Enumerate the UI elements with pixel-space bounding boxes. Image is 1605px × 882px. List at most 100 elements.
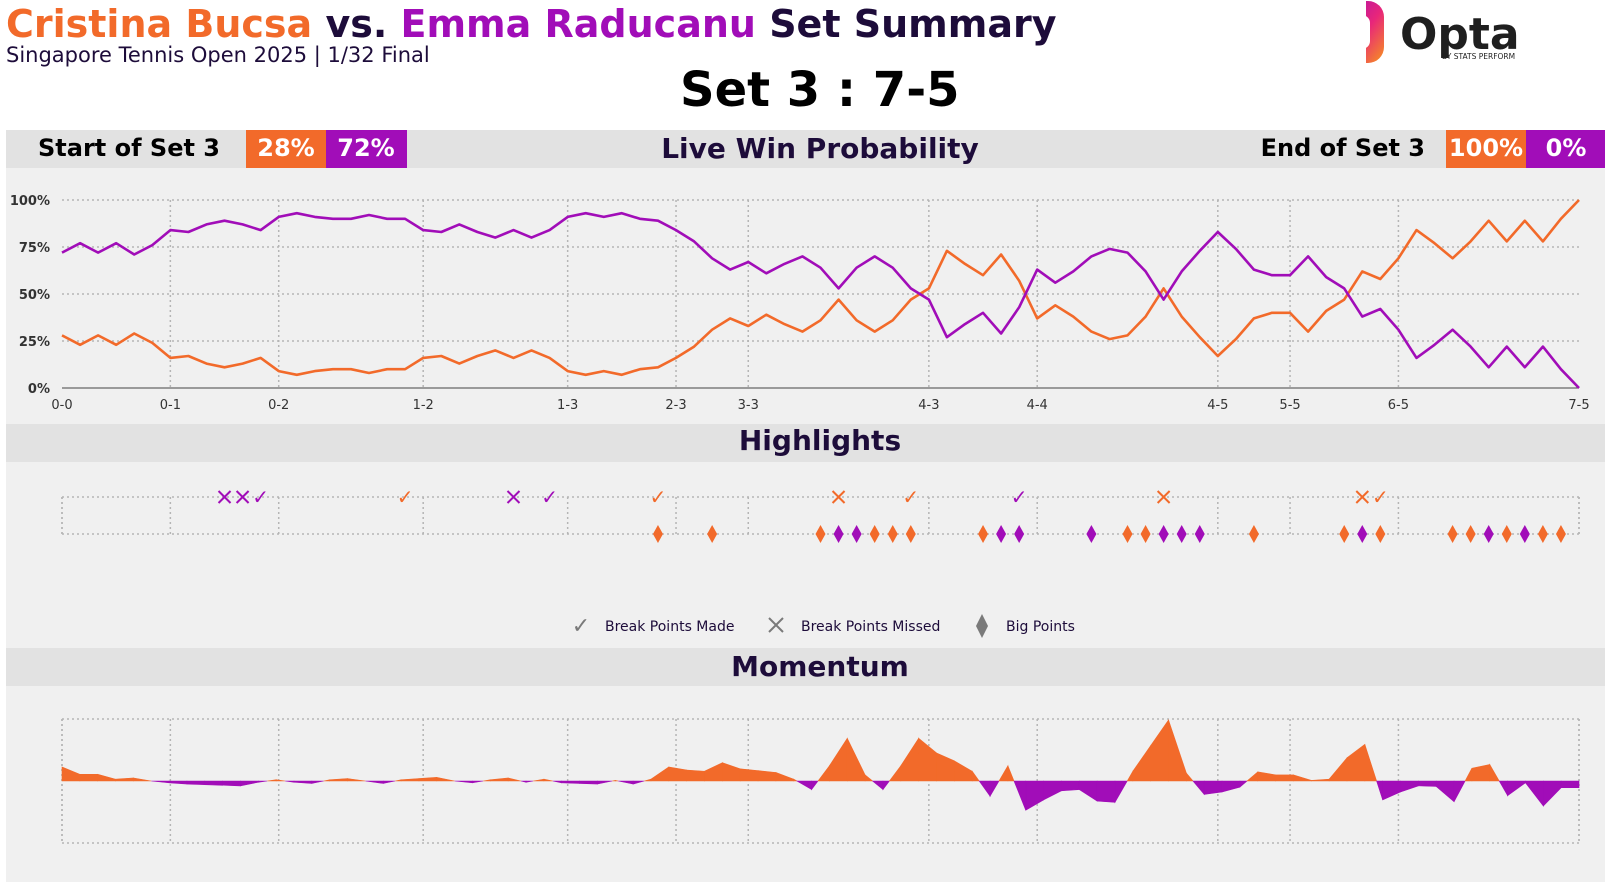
wp-xtick-label: 2-3 bbox=[665, 398, 686, 413]
wp-xtick-label: 7-5 bbox=[1568, 398, 1589, 413]
set-score: Set 3 : 7-5 bbox=[680, 62, 960, 118]
end-p1-box bbox=[1446, 130, 1526, 168]
big-point-mark bbox=[1194, 525, 1205, 543]
momentum-segment bbox=[686, 769, 705, 782]
big-point-mark bbox=[707, 525, 718, 543]
break-point-missed-mark bbox=[506, 490, 521, 504]
break-point-missed-mark bbox=[235, 490, 250, 504]
big-point-mark bbox=[1339, 525, 1350, 543]
momentum-segment bbox=[882, 780, 890, 791]
break-point-made-mark: ✓ bbox=[252, 485, 269, 509]
big-point-mark bbox=[1122, 525, 1133, 543]
momentum-segment bbox=[1453, 780, 1466, 802]
wp-xtick-label: 1-2 bbox=[413, 398, 434, 413]
start-p2-box bbox=[326, 130, 407, 168]
legend-made-label: Break Points Made bbox=[605, 619, 734, 635]
break-point-made-mark: ✓ bbox=[650, 485, 667, 509]
legend-cross-icon bbox=[768, 617, 784, 633]
momentum-segment bbox=[133, 777, 152, 782]
break-point-made-mark: ✓ bbox=[397, 485, 414, 509]
momentum-segment bbox=[1560, 780, 1580, 789]
big-point-mark bbox=[978, 525, 989, 543]
momentum-segment bbox=[561, 780, 580, 784]
highlights-title: Highlights bbox=[739, 424, 901, 457]
momentum-segment bbox=[614, 780, 619, 782]
momentum-segment bbox=[382, 780, 396, 784]
momentum-segment bbox=[597, 780, 613, 785]
momentum-segment bbox=[1096, 780, 1116, 803]
momentum-segment bbox=[1186, 772, 1194, 782]
wp-xtick-label: 4-4 bbox=[1027, 398, 1048, 413]
big-point-mark bbox=[1248, 525, 1259, 543]
big-point-mark bbox=[1537, 525, 1548, 543]
big-point-mark bbox=[1555, 525, 1566, 543]
highlights-header-band bbox=[6, 424, 1605, 462]
opta-logo-mark-icon bbox=[1364, 1, 1384, 63]
momentum-segment bbox=[971, 770, 980, 782]
break-point-made-mark: ✓ bbox=[541, 485, 558, 509]
momentum-segment bbox=[1114, 780, 1128, 804]
wp-xtick-label: 0-1 bbox=[160, 398, 181, 413]
end-p2-box bbox=[1526, 130, 1605, 168]
momentum-segment bbox=[507, 777, 521, 782]
big-point-mark bbox=[1086, 525, 1097, 543]
legend-check-icon: ✓ bbox=[572, 614, 590, 639]
break-point-missed-mark bbox=[1355, 490, 1369, 504]
raducanu-winprob-line bbox=[61, 211, 1580, 389]
highlights-legend: ✓ Break Points Made Break Points Missed … bbox=[572, 614, 1075, 639]
wp-xtick-label: 0-2 bbox=[268, 398, 289, 413]
start-p2-prob: 72% bbox=[337, 134, 394, 162]
momentum-segment bbox=[1418, 780, 1437, 787]
momentum-segment bbox=[525, 780, 534, 783]
momentum-segment bbox=[739, 768, 759, 782]
big-point-mark bbox=[1501, 525, 1512, 543]
momentum-segment bbox=[222, 780, 241, 787]
break-point-missed-mark bbox=[831, 490, 846, 504]
page-title: Cristina Bucsa vs. Emma Raducanu Set Sum… bbox=[6, 0, 1057, 48]
big-point-mark bbox=[1140, 525, 1151, 543]
momentum-segment bbox=[347, 778, 366, 782]
momentum-segment bbox=[1239, 780, 1248, 788]
momentum-segment bbox=[757, 770, 777, 782]
momentum-segment bbox=[1061, 780, 1080, 792]
momentum-segment bbox=[436, 776, 455, 782]
wp-xtick-label: 0-0 bbox=[51, 398, 72, 413]
big-point-mark bbox=[869, 525, 880, 543]
player2-name: Emma Raducanu bbox=[400, 2, 756, 46]
end-p1-prob: 100% bbox=[1449, 134, 1523, 162]
start-p1-box bbox=[246, 130, 326, 168]
big-point-mark bbox=[1519, 525, 1530, 543]
wp-xtick-label: 4-5 bbox=[1207, 398, 1228, 413]
break-point-made-mark: ✓ bbox=[1011, 485, 1028, 509]
opta-logo-text: Opta bbox=[1400, 9, 1520, 60]
momentum-segment bbox=[1007, 765, 1015, 782]
player1-name: Cristina Bucsa bbox=[6, 2, 313, 46]
legend-diamond-icon bbox=[976, 614, 988, 638]
momentum-segment bbox=[1364, 744, 1378, 782]
momentum-segment bbox=[186, 780, 206, 785]
wp-ytick-label: 100% bbox=[10, 194, 50, 209]
legend-big-label: Big Points bbox=[1006, 619, 1075, 635]
wp-xtick-label: 6-5 bbox=[1388, 398, 1409, 413]
big-point-mark bbox=[1176, 525, 1187, 543]
wp-xtick-label: 1-3 bbox=[557, 398, 578, 413]
momentum-header-band bbox=[6, 648, 1605, 686]
momentum-segment bbox=[543, 778, 553, 782]
big-point-mark bbox=[851, 525, 862, 543]
momentum-segment bbox=[632, 780, 645, 785]
opta-logo: Opta BY STATS PERFORM bbox=[1364, 0, 1520, 66]
winprob-panel bbox=[6, 168, 1605, 424]
momentum-segment bbox=[275, 779, 286, 782]
end-p2-prob: 0% bbox=[1546, 134, 1587, 162]
wp-ytick-label: 50% bbox=[19, 288, 50, 303]
momentum-segment bbox=[204, 780, 223, 786]
momentum-segment bbox=[1203, 780, 1223, 795]
big-point-mark bbox=[905, 525, 916, 543]
momentum-segment bbox=[811, 780, 819, 791]
momentum-segment bbox=[579, 780, 598, 785]
break-point-made-mark: ✓ bbox=[902, 485, 919, 509]
big-point-mark bbox=[996, 525, 1007, 543]
big-point-mark bbox=[1375, 525, 1386, 543]
big-point-mark bbox=[1465, 525, 1476, 543]
bucsa-winprob-line bbox=[61, 199, 1580, 377]
